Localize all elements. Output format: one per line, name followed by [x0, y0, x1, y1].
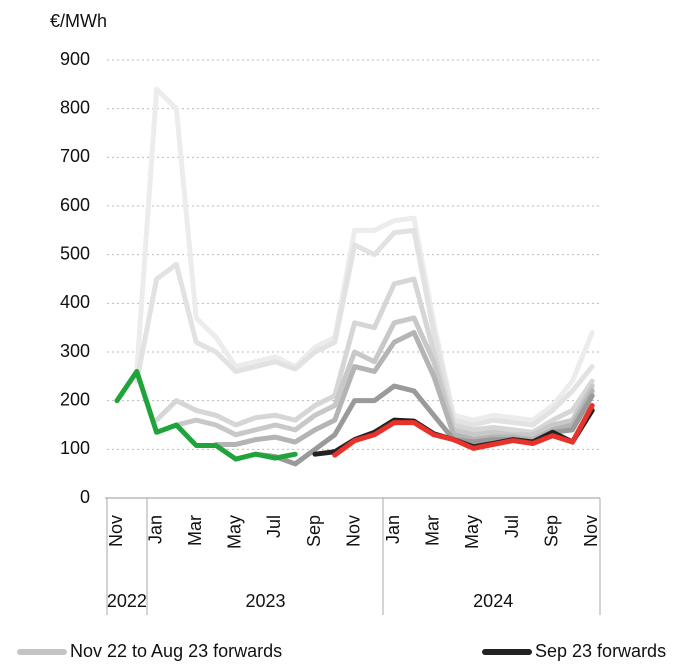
y-tick-label: 200	[60, 389, 90, 409]
series-line	[134, 227, 595, 428]
series-line	[332, 403, 595, 458]
x-tick-label: Jan	[383, 515, 403, 544]
y-tick-label: 300	[60, 341, 90, 361]
x-tick-label: May	[225, 515, 245, 549]
x-tick-label: Sep	[304, 515, 324, 547]
y-tick-label: 900	[60, 49, 90, 69]
year-label: 2023	[245, 591, 285, 611]
y-tick-label: 0	[80, 487, 90, 507]
series-line	[154, 276, 595, 435]
y-tick-label: 400	[60, 292, 90, 312]
year-label: 2022	[107, 591, 147, 611]
x-tick-label: Mar	[423, 515, 443, 546]
x-tick-label: Jul	[502, 515, 522, 538]
x-tick-label: Nov	[343, 515, 363, 547]
x-tick-label: Mar	[185, 515, 205, 546]
y-tick-label: 700	[60, 146, 90, 166]
series-line	[134, 86, 595, 423]
y-tick-label: 100	[60, 438, 90, 458]
legend-label: Nov 22 to Aug 23 forwards	[70, 641, 282, 661]
x-tick-label: Nov	[581, 515, 601, 547]
y-unit-label: €/MWh	[50, 11, 107, 31]
x-tick-label: May	[462, 515, 482, 549]
x-tick-label: Sep	[541, 515, 561, 547]
x-tick-label: Jul	[264, 515, 284, 538]
series-line	[173, 315, 595, 438]
x-tick-label: Nov	[106, 515, 126, 547]
legend-label: Sep 23 forwards	[535, 641, 666, 661]
y-tick-label: 600	[60, 195, 90, 215]
series-line	[114, 368, 298, 462]
y-tick-label: 500	[60, 243, 90, 263]
x-tick-label: Jan	[145, 515, 165, 544]
year-label: 2024	[473, 591, 513, 611]
y-tick-label: 800	[60, 97, 90, 117]
